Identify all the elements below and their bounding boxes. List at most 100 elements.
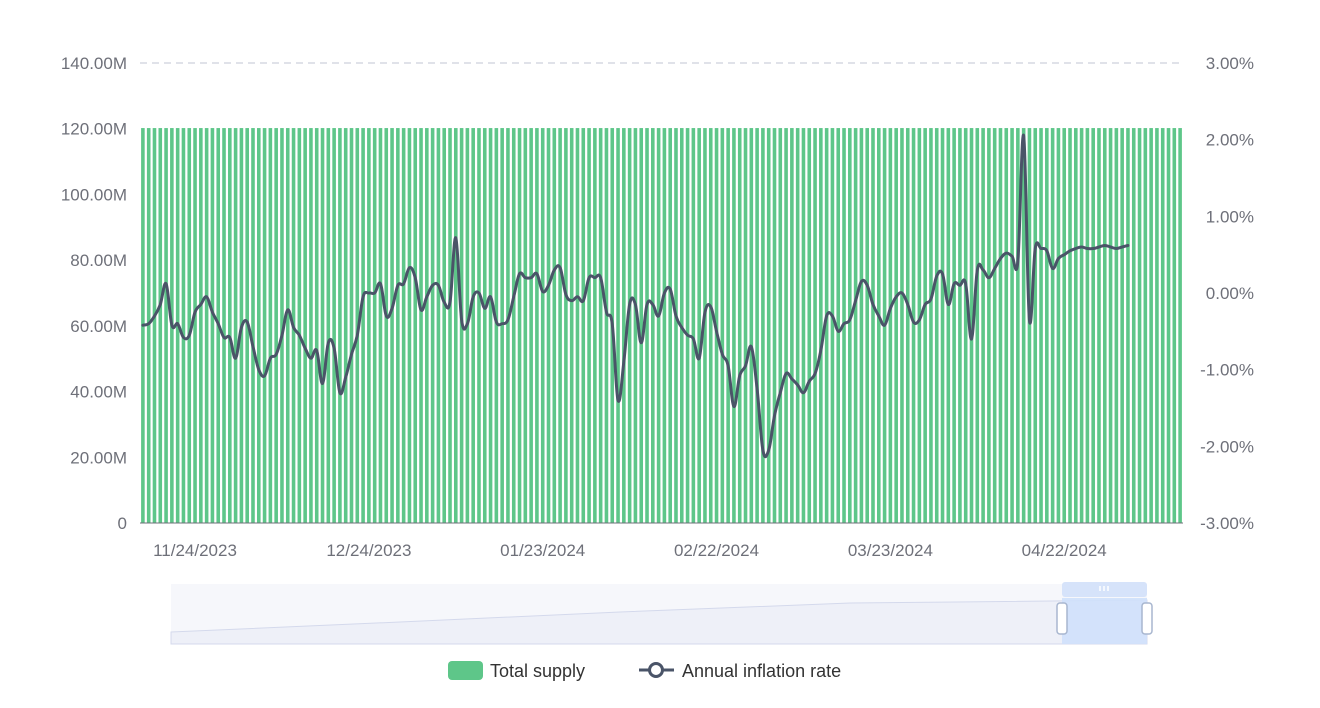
y-right-tick-label: -3.00% bbox=[1200, 514, 1254, 533]
legend-label-annual-inflation-rate: Annual inflation rate bbox=[682, 661, 841, 681]
bar-total-supply bbox=[1004, 128, 1009, 523]
bar-total-supply bbox=[1172, 128, 1177, 523]
bar-total-supply bbox=[517, 128, 522, 523]
bar-total-supply bbox=[848, 128, 852, 523]
data-zoom-handle-left[interactable] bbox=[1056, 602, 1068, 635]
bar-total-supply bbox=[598, 128, 603, 523]
bar-total-supply bbox=[558, 128, 562, 523]
bar-total-supply bbox=[1126, 128, 1130, 523]
y-right-tick-label: -1.00% bbox=[1200, 361, 1254, 380]
bar-total-supply bbox=[210, 128, 215, 523]
y-right-tick-label: 3.00% bbox=[1206, 54, 1254, 73]
bar-total-supply bbox=[1155, 128, 1159, 523]
bar-total-supply bbox=[807, 128, 812, 523]
bar-total-supply bbox=[975, 128, 980, 523]
bar-series bbox=[141, 128, 1182, 523]
bar-total-supply bbox=[546, 128, 551, 523]
bar-total-supply bbox=[952, 128, 956, 523]
bar-total-supply bbox=[1068, 128, 1072, 523]
bar-total-supply bbox=[888, 128, 893, 523]
bar-total-supply bbox=[285, 128, 290, 523]
bar-total-supply bbox=[488, 128, 493, 523]
bar-total-supply bbox=[761, 128, 765, 523]
x-tick-label: 01/23/2024 bbox=[500, 541, 585, 560]
y-axis-right: -3.00% -2.00% -1.00% 0.00% 1.00% 2.00% 3.00% bbox=[1200, 54, 1254, 533]
data-zoom-slider[interactable] bbox=[170, 582, 1153, 645]
bar-total-supply bbox=[581, 128, 586, 523]
bar-total-supply bbox=[981, 128, 985, 523]
bar-total-supply bbox=[1160, 128, 1165, 523]
bar-total-supply bbox=[691, 128, 696, 523]
legend-label-total-supply: Total supply bbox=[490, 661, 585, 681]
bar-total-supply bbox=[367, 128, 371, 523]
legend-item-annual-inflation-rate[interactable]: Annual inflation rate bbox=[639, 661, 841, 681]
bar-total-supply bbox=[1097, 128, 1101, 523]
bar-total-supply bbox=[442, 128, 446, 523]
bar-total-supply bbox=[494, 128, 499, 523]
bar-total-supply bbox=[604, 128, 609, 523]
data-zoom-preview-area bbox=[170, 599, 1148, 645]
bar-total-supply bbox=[732, 128, 736, 523]
bar-total-supply bbox=[390, 128, 394, 523]
bar-total-supply bbox=[587, 128, 591, 523]
bar-total-supply bbox=[726, 128, 730, 523]
bar-total-supply bbox=[593, 128, 597, 523]
bar-total-supply bbox=[929, 128, 933, 523]
bar-total-supply bbox=[859, 128, 864, 523]
bar-total-supply bbox=[633, 128, 638, 523]
data-zoom-selected-window[interactable] bbox=[1062, 598, 1147, 644]
bar-total-supply bbox=[535, 128, 539, 523]
bar-total-supply bbox=[784, 128, 788, 523]
bar-total-supply bbox=[697, 128, 701, 523]
bar-total-supply bbox=[199, 128, 203, 523]
y-left-tick-label: 60.00M bbox=[70, 317, 127, 336]
x-tick-label: 11/24/2023 bbox=[153, 541, 237, 560]
bar-total-supply bbox=[413, 128, 418, 523]
bar-total-supply bbox=[1120, 128, 1124, 523]
bar-total-supply bbox=[338, 128, 342, 523]
bar-total-supply bbox=[361, 128, 365, 523]
bar-total-supply bbox=[923, 128, 927, 523]
bar-total-supply bbox=[372, 128, 377, 523]
bar-total-supply bbox=[152, 128, 157, 523]
bar-total-supply bbox=[662, 128, 667, 523]
bar-total-supply bbox=[1079, 128, 1084, 523]
bar-total-supply bbox=[755, 128, 759, 523]
legend-item-total-supply[interactable]: Total supply bbox=[448, 661, 585, 681]
grip-icon bbox=[1099, 586, 1109, 591]
bar-total-supply bbox=[1050, 128, 1055, 523]
bar-total-supply bbox=[384, 128, 389, 523]
bar-total-supply bbox=[540, 128, 545, 523]
bar-total-supply bbox=[1149, 128, 1153, 523]
bar-total-supply bbox=[274, 128, 278, 523]
bar-total-supply bbox=[204, 128, 209, 523]
bar-total-supply bbox=[233, 128, 238, 523]
bar-total-supply bbox=[1178, 128, 1182, 523]
bar-total-supply bbox=[506, 128, 510, 523]
legend-swatch-total-supply bbox=[448, 661, 483, 680]
bar-total-supply bbox=[958, 128, 962, 523]
y-left-tick-label: 80.00M bbox=[70, 251, 127, 270]
bar-total-supply bbox=[500, 128, 504, 523]
bar-total-supply bbox=[332, 128, 336, 523]
bar-total-supply bbox=[1137, 128, 1142, 523]
bar-total-supply bbox=[482, 128, 487, 523]
bar-total-supply bbox=[1033, 128, 1038, 523]
bar-total-supply bbox=[529, 128, 533, 523]
bar-total-supply bbox=[262, 128, 267, 523]
y-left-tick-label: 140.00M bbox=[61, 54, 127, 73]
data-zoom-handle-right[interactable] bbox=[1141, 602, 1153, 635]
bar-total-supply bbox=[309, 128, 313, 523]
bar-total-supply bbox=[448, 128, 452, 523]
bar-total-supply bbox=[1166, 128, 1171, 523]
bar-total-supply bbox=[303, 128, 307, 523]
bar-total-supply bbox=[297, 128, 302, 523]
bar-total-supply bbox=[737, 128, 742, 523]
bar-total-supply bbox=[1074, 128, 1078, 523]
bar-total-supply bbox=[1102, 128, 1107, 523]
bar-total-supply bbox=[454, 128, 458, 523]
bar-total-supply bbox=[853, 128, 858, 523]
bar-total-supply bbox=[1045, 128, 1049, 523]
bar-total-supply bbox=[407, 128, 412, 523]
bar-total-supply bbox=[256, 128, 261, 523]
